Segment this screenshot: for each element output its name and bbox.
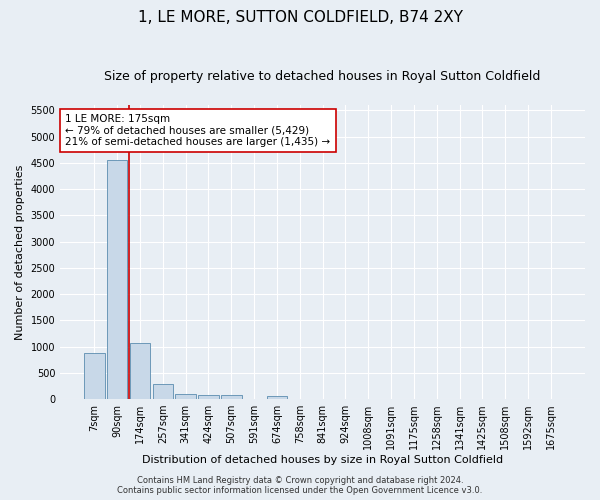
Bar [84, 354, 104, 399]
Text: 1 LE MORE: 175sqm
← 79% of detached houses are smaller (5,429)
21% of semi-detac: 1 LE MORE: 175sqm ← 79% of detached hous… [65, 114, 331, 147]
Bar [152, 384, 173, 399]
Bar [107, 160, 127, 399]
Bar [266, 396, 287, 399]
Bar [198, 395, 219, 399]
X-axis label: Distribution of detached houses by size in Royal Sutton Coldfield: Distribution of detached houses by size … [142, 455, 503, 465]
Text: Contains HM Land Registry data © Crown copyright and database right 2024.
Contai: Contains HM Land Registry data © Crown c… [118, 476, 482, 495]
Text: 1, LE MORE, SUTTON COLDFIELD, B74 2XY: 1, LE MORE, SUTTON COLDFIELD, B74 2XY [137, 10, 463, 25]
Bar [221, 395, 242, 399]
Bar [130, 344, 150, 399]
Y-axis label: Number of detached properties: Number of detached properties [15, 164, 25, 340]
Title: Size of property relative to detached houses in Royal Sutton Coldfield: Size of property relative to detached ho… [104, 70, 541, 83]
Bar [175, 394, 196, 399]
